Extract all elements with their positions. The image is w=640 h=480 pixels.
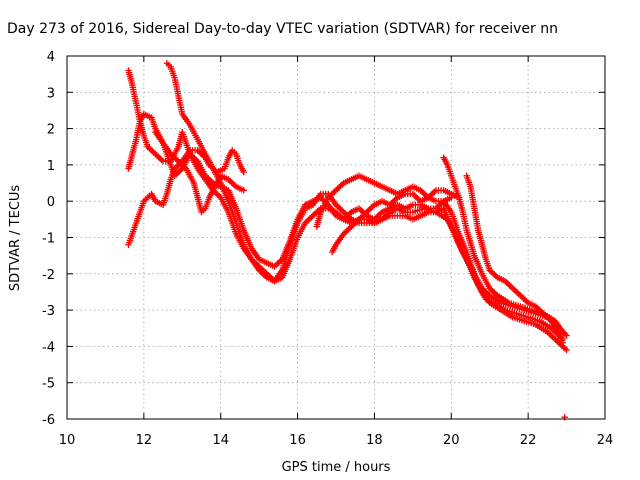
x-tick-label: 12 bbox=[136, 433, 153, 448]
data-point bbox=[559, 339, 566, 346]
y-tick-label: -5 bbox=[42, 377, 55, 392]
series-arc-9 bbox=[463, 172, 566, 346]
x-axis-label: GPS time / hours bbox=[282, 460, 391, 475]
y-tick-label: -4 bbox=[42, 340, 55, 355]
series-arc-5 bbox=[152, 129, 247, 216]
y-tick-label: 0 bbox=[47, 195, 55, 210]
y-tick-label: -6 bbox=[42, 413, 55, 428]
data-point bbox=[563, 346, 570, 354]
data-point bbox=[240, 187, 247, 194]
series-arc-3 bbox=[163, 60, 570, 354]
y-tick-label: -2 bbox=[42, 268, 55, 283]
y-axis-label: SDTVAR / TECUs bbox=[8, 185, 23, 292]
x-tick-label: 14 bbox=[212, 433, 229, 448]
y-tick-label: 2 bbox=[47, 123, 55, 138]
series-arc-2 bbox=[125, 110, 570, 339]
series-layer bbox=[125, 60, 570, 421]
y-tick-label: -3 bbox=[42, 304, 55, 319]
series-arc-7 bbox=[328, 187, 463, 256]
y-tick-label: 4 bbox=[47, 50, 55, 65]
y-tick-label: 3 bbox=[47, 86, 55, 101]
series-line bbox=[166, 62, 567, 351]
series-arc-8 bbox=[440, 154, 566, 336]
data-point bbox=[240, 168, 247, 176]
x-tick-label: 18 bbox=[366, 433, 383, 448]
y-tick-label: 1 bbox=[47, 159, 55, 174]
y-tick-labels: -6 -5 -4 -3 -2 -1 0 1 2 3 4 bbox=[42, 50, 55, 428]
x-tick-label: 16 bbox=[289, 433, 306, 448]
ticks bbox=[66, 55, 606, 420]
x-tick-labels: 10 12 14 16 18 20 22 24 bbox=[59, 433, 614, 448]
x-tick-label: 10 bbox=[59, 433, 76, 448]
x-tick-label: 20 bbox=[443, 433, 460, 448]
x-tick-label: 22 bbox=[520, 433, 537, 448]
plot-frame bbox=[66, 55, 606, 420]
y-tick-label: -1 bbox=[42, 232, 55, 247]
data-point bbox=[563, 332, 570, 339]
chart-title: Day 273 of 2016, Sidereal Day-to-day VTE… bbox=[7, 21, 558, 37]
x-tick-label: 24 bbox=[597, 433, 614, 448]
series-arc-4 bbox=[125, 147, 247, 248]
grid bbox=[67, 56, 605, 419]
